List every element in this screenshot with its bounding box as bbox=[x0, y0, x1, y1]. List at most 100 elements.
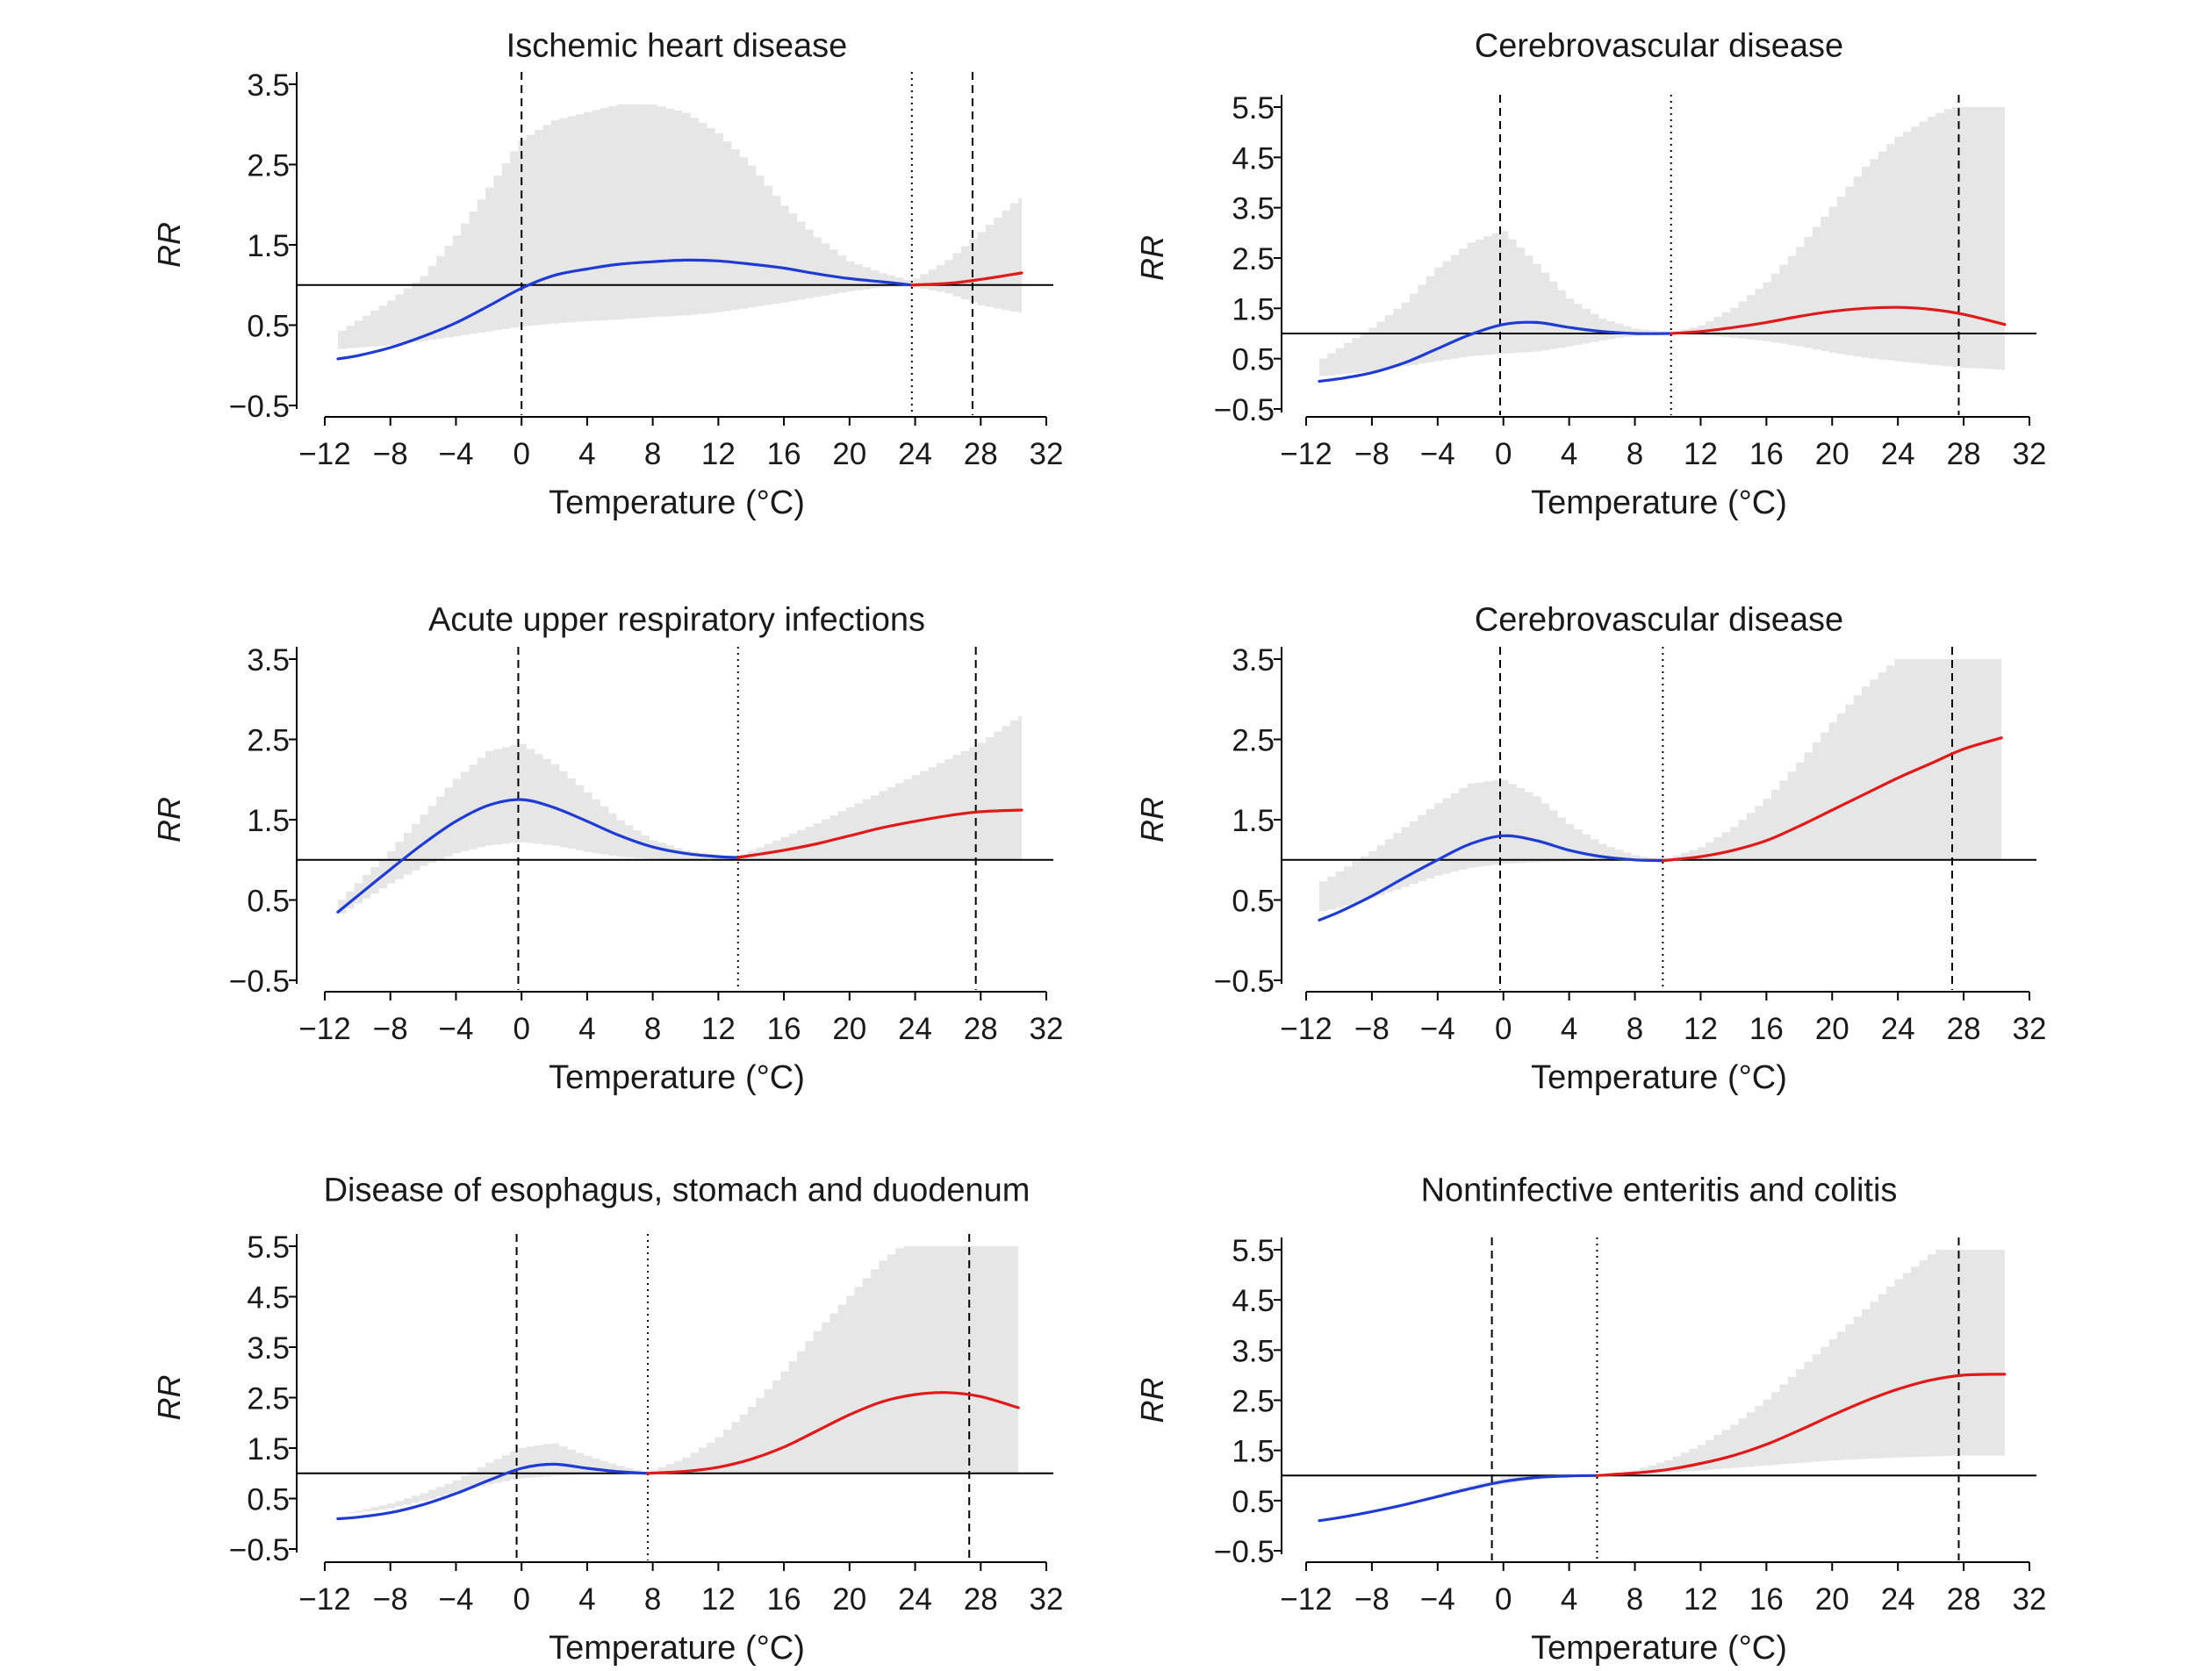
y-tick-label: 0.5 bbox=[1232, 1485, 1275, 1519]
x-axis-label: Temperature (°C) bbox=[549, 1630, 805, 1667]
x-tick-label: −12 bbox=[1280, 1012, 1332, 1046]
x-tick-label: 8 bbox=[1627, 1582, 1643, 1617]
x-tick-label: −4 bbox=[1420, 1012, 1455, 1046]
y-axis-label: RR bbox=[1134, 235, 1170, 281]
x-tick-label: 32 bbox=[1030, 1012, 1064, 1046]
x-tick-label: −12 bbox=[298, 1012, 350, 1046]
x-axis-label: Temperature (°C) bbox=[549, 484, 805, 521]
y-tick-label: 0.5 bbox=[247, 1483, 290, 1517]
rr-curve-cold bbox=[1318, 320, 1673, 384]
rr-curve-heat bbox=[910, 271, 1023, 287]
y-tick-label: 3.5 bbox=[247, 68, 290, 103]
y-tick-label: 5.5 bbox=[247, 1230, 290, 1265]
y-tick-label: 4.5 bbox=[1232, 141, 1275, 176]
y-tick-label: 0.5 bbox=[1232, 885, 1275, 919]
x-tick-label: 20 bbox=[832, 1012, 866, 1046]
x-tick-label: 12 bbox=[701, 1012, 736, 1046]
x-tick-label: −4 bbox=[439, 437, 474, 471]
x-tick-label: 0 bbox=[513, 437, 529, 471]
ci-band bbox=[1319, 1250, 2005, 1520]
panel-title: Nontinfective enteritis and colitis bbox=[1421, 1172, 1898, 1208]
x-tick-label: 20 bbox=[1815, 437, 1849, 471]
chart-panel-2: −0.5 0.5 1.5 2.5 3.5 4.5 5.5 −12 −8 −4 0 4 8 12 16 20 24… bbox=[1134, 27, 2046, 521]
y-tick-label: 0.5 bbox=[247, 310, 290, 344]
x-tick-label: −4 bbox=[1420, 1582, 1455, 1617]
x-tick-label: 0 bbox=[1495, 437, 1512, 471]
x-tick-label: 32 bbox=[2013, 1582, 2047, 1617]
x-tick-label: −8 bbox=[373, 1582, 408, 1617]
x-tick-label: 0 bbox=[1495, 1012, 1512, 1046]
rr-curve-heat bbox=[646, 1391, 1020, 1475]
x-tick-label: 24 bbox=[898, 437, 932, 471]
panel-title: Ischemic heart disease bbox=[506, 27, 848, 64]
x-tick-label: 12 bbox=[701, 1582, 736, 1617]
x-tick-label: 4 bbox=[1561, 1582, 1577, 1617]
chart-panel-3: −0.5 0.5 1.5 2.5 3.5 −12 −8 −4 0 4 8 12 16 20 24 28 32 Te… bbox=[151, 601, 1063, 1096]
y-axis-label: RR bbox=[1134, 797, 1170, 843]
x-tick-label: −8 bbox=[1354, 1582, 1390, 1617]
ci-band bbox=[1319, 659, 2002, 912]
x-tick-label: 0 bbox=[513, 1012, 529, 1046]
y-axis-label: RR bbox=[151, 222, 187, 268]
y-tick-label: 3.5 bbox=[247, 643, 290, 678]
x-tick-label: −8 bbox=[373, 1012, 408, 1046]
y-tick-label: 1.5 bbox=[1232, 804, 1275, 838]
x-tick-label: 16 bbox=[1749, 437, 1784, 471]
y-tick-label: 0.5 bbox=[1232, 343, 1275, 377]
x-tick-label: 8 bbox=[644, 1582, 661, 1617]
y-tick-label: 3.5 bbox=[1232, 192, 1275, 226]
x-tick-label: 4 bbox=[578, 1582, 595, 1617]
x-tick-label: 0 bbox=[1495, 1582, 1512, 1617]
chart-panel-6: −0.5 0.5 1.5 2.5 3.5 4.5 5.5 −12 −8 −4 0 4 8 12 16 20 24… bbox=[1134, 1172, 2046, 1667]
x-tick-label: 24 bbox=[1881, 1012, 1915, 1046]
y-tick-label: −0.5 bbox=[229, 1533, 290, 1567]
x-tick-label: 0 bbox=[513, 1582, 529, 1617]
y-tick-label: 1.5 bbox=[247, 804, 290, 838]
x-tick-label: −4 bbox=[439, 1582, 474, 1617]
rr-curve-cold bbox=[336, 1462, 650, 1521]
y-tick-label: 2.5 bbox=[247, 724, 290, 758]
x-tick-label: 16 bbox=[1749, 1582, 1784, 1617]
x-tick-label: 24 bbox=[1881, 437, 1915, 471]
panel-title: Disease of esophagus, stomach and duoden… bbox=[324, 1172, 1031, 1208]
x-tick-label: 16 bbox=[1749, 1012, 1784, 1046]
x-tick-label: −8 bbox=[1354, 1012, 1390, 1046]
x-tick-label: 20 bbox=[1815, 1012, 1849, 1046]
ci-band bbox=[337, 1246, 1019, 1514]
x-tick-label: 20 bbox=[832, 1582, 866, 1617]
ci-band bbox=[337, 716, 1022, 914]
x-tick-label: 4 bbox=[1561, 1012, 1577, 1046]
y-tick-label: 3.5 bbox=[1232, 1334, 1275, 1368]
x-tick-label: 24 bbox=[898, 1012, 932, 1046]
x-tick-label: 12 bbox=[701, 437, 736, 471]
y-tick-label: 1.5 bbox=[247, 1432, 290, 1467]
y-tick-label: −0.5 bbox=[229, 390, 290, 424]
x-tick-label: −8 bbox=[373, 437, 408, 471]
y-tick-label: 1.5 bbox=[1232, 1435, 1275, 1469]
y-tick-label: −0.5 bbox=[1214, 1535, 1275, 1569]
rr-curve-heat bbox=[1595, 1373, 2007, 1477]
x-axis-label: Temperature (°C) bbox=[1531, 1630, 1787, 1667]
x-tick-label: 32 bbox=[1030, 437, 1064, 471]
x-tick-label: −4 bbox=[439, 1012, 474, 1046]
y-tick-label: 2.5 bbox=[247, 1382, 290, 1416]
y-tick-label: −0.5 bbox=[1214, 393, 1275, 427]
x-tick-label: 28 bbox=[964, 1012, 998, 1046]
x-tick-label: 28 bbox=[1947, 1582, 1981, 1617]
chart-panel-1: −0.5 0.5 1.5 2.5 3.5 −12 −8 −4 0 4 8 12 16 20 24 28 32 Te… bbox=[151, 27, 1063, 521]
y-tick-label: 4.5 bbox=[247, 1281, 290, 1316]
x-tick-label: 16 bbox=[767, 1012, 801, 1046]
rr-curve-cold bbox=[1318, 1474, 1599, 1523]
x-tick-label: 4 bbox=[1561, 437, 1577, 471]
y-tick-label: 2.5 bbox=[247, 149, 290, 183]
rr-curve-cold bbox=[336, 258, 914, 361]
rr-curve-cold bbox=[336, 798, 740, 914]
ci-band bbox=[337, 104, 1022, 349]
x-tick-label: 28 bbox=[1947, 1012, 1981, 1046]
x-tick-label: 4 bbox=[578, 1012, 595, 1046]
x-axis-label: Temperature (°C) bbox=[1531, 484, 1787, 521]
x-tick-label: 12 bbox=[1684, 437, 1718, 471]
y-tick-label: −0.5 bbox=[229, 965, 290, 999]
x-tick-label: 20 bbox=[1815, 1582, 1849, 1617]
